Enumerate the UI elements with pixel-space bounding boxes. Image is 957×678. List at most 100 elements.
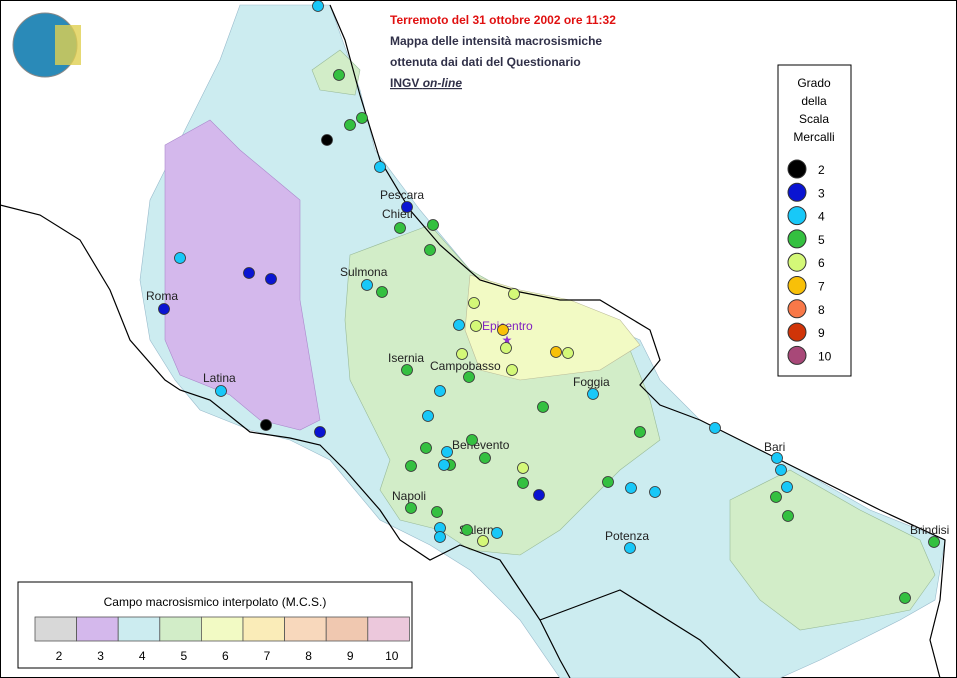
legend-title: Mercalli bbox=[793, 130, 834, 144]
field-label: 8 bbox=[305, 649, 312, 663]
observation bbox=[649, 486, 661, 498]
observation bbox=[506, 364, 518, 376]
observation bbox=[424, 244, 436, 256]
observation bbox=[771, 452, 783, 464]
field-swatch bbox=[159, 616, 202, 642]
observation bbox=[463, 371, 475, 383]
observation bbox=[344, 119, 356, 131]
legend-swatch bbox=[787, 159, 807, 179]
observation bbox=[431, 506, 443, 518]
legend-label: 7 bbox=[818, 280, 825, 294]
place-label: Napoli bbox=[392, 489, 426, 503]
observation bbox=[770, 491, 782, 503]
observation bbox=[333, 69, 345, 81]
observation bbox=[477, 535, 489, 547]
observation bbox=[394, 222, 406, 234]
observation bbox=[438, 459, 450, 471]
place-label: Roma bbox=[146, 289, 178, 303]
observation bbox=[775, 464, 787, 476]
field-label: 4 bbox=[139, 649, 146, 663]
observation bbox=[602, 476, 614, 488]
observation bbox=[265, 273, 277, 285]
field-label: 7 bbox=[264, 649, 271, 663]
observation bbox=[461, 524, 473, 536]
legend-title: Grado bbox=[797, 76, 831, 90]
observation bbox=[491, 527, 503, 539]
field-swatch bbox=[242, 616, 285, 642]
field-legend-title: Campo macrosismico interpolato (M.C.S.) bbox=[104, 595, 327, 609]
field-swatch bbox=[76, 616, 119, 642]
legend-swatch bbox=[787, 299, 807, 319]
field-swatch bbox=[200, 616, 244, 642]
field-5-south bbox=[729, 469, 936, 631]
observation bbox=[401, 201, 413, 213]
observation bbox=[453, 319, 465, 331]
observation bbox=[508, 288, 520, 300]
field-label: 9 bbox=[347, 649, 354, 663]
field-6 bbox=[464, 274, 641, 381]
observation bbox=[243, 267, 255, 279]
field-label: 3 bbox=[97, 649, 104, 663]
legend-label: 10 bbox=[818, 349, 832, 363]
observation bbox=[479, 452, 491, 464]
legend-label: 3 bbox=[818, 186, 825, 200]
field-swatch bbox=[367, 616, 410, 642]
observation bbox=[625, 482, 637, 494]
field-3 bbox=[164, 119, 321, 431]
legend-label: 6 bbox=[818, 256, 825, 270]
observation bbox=[928, 536, 940, 548]
observation bbox=[174, 252, 186, 264]
field-swatch bbox=[325, 616, 369, 642]
observation bbox=[624, 542, 636, 554]
place-label: Isernia bbox=[388, 351, 424, 365]
observation bbox=[466, 434, 478, 446]
observation bbox=[537, 401, 549, 413]
observation bbox=[781, 481, 793, 493]
legend-title: della bbox=[801, 94, 827, 108]
observation bbox=[468, 297, 480, 309]
field-swatch bbox=[284, 616, 327, 642]
place-label: Potenza bbox=[605, 529, 649, 543]
legend-label: 4 bbox=[818, 210, 825, 224]
legend-label: 5 bbox=[818, 233, 825, 247]
observation bbox=[517, 462, 529, 474]
legend-swatch bbox=[787, 182, 807, 202]
field-swatch bbox=[34, 616, 77, 642]
legend-swatch bbox=[787, 322, 807, 342]
field-label: 6 bbox=[222, 649, 229, 663]
logo-mark bbox=[55, 25, 81, 65]
observation bbox=[456, 348, 468, 360]
legend-swatch bbox=[787, 206, 807, 226]
place-label: Brindisi bbox=[910, 523, 949, 537]
observations bbox=[158, 0, 940, 604]
place-label: Campobasso bbox=[430, 359, 501, 373]
legend-label: 9 bbox=[818, 326, 825, 340]
legend-swatch bbox=[787, 252, 807, 272]
place-label: Bari bbox=[764, 440, 785, 454]
observation bbox=[376, 286, 388, 298]
observation bbox=[158, 303, 170, 315]
subtitle-part: on-line bbox=[423, 76, 463, 90]
observation bbox=[497, 324, 509, 336]
coastline-gulf bbox=[539, 589, 741, 678]
place-label: Pescara bbox=[380, 188, 424, 202]
observation bbox=[470, 320, 482, 332]
place-label: Benevento bbox=[452, 438, 510, 452]
legend: Grado della Scala Mercalli 2 3 4 5 6 7 8 9 10 bbox=[787, 76, 835, 365]
observation bbox=[562, 347, 574, 359]
observation bbox=[441, 446, 453, 458]
observation bbox=[215, 385, 227, 397]
subtitle: ottenuta dai dati del Questionario bbox=[390, 55, 581, 69]
observation bbox=[434, 385, 446, 397]
legend-label: 2 bbox=[818, 163, 825, 177]
observation bbox=[427, 219, 439, 231]
observation bbox=[517, 477, 529, 489]
observation bbox=[533, 489, 545, 501]
legend-label: 8 bbox=[818, 303, 825, 317]
observation bbox=[321, 134, 333, 146]
observation bbox=[374, 161, 386, 173]
observation bbox=[401, 364, 413, 376]
legend-swatch bbox=[787, 345, 807, 365]
coastline-east bbox=[329, 4, 946, 678]
